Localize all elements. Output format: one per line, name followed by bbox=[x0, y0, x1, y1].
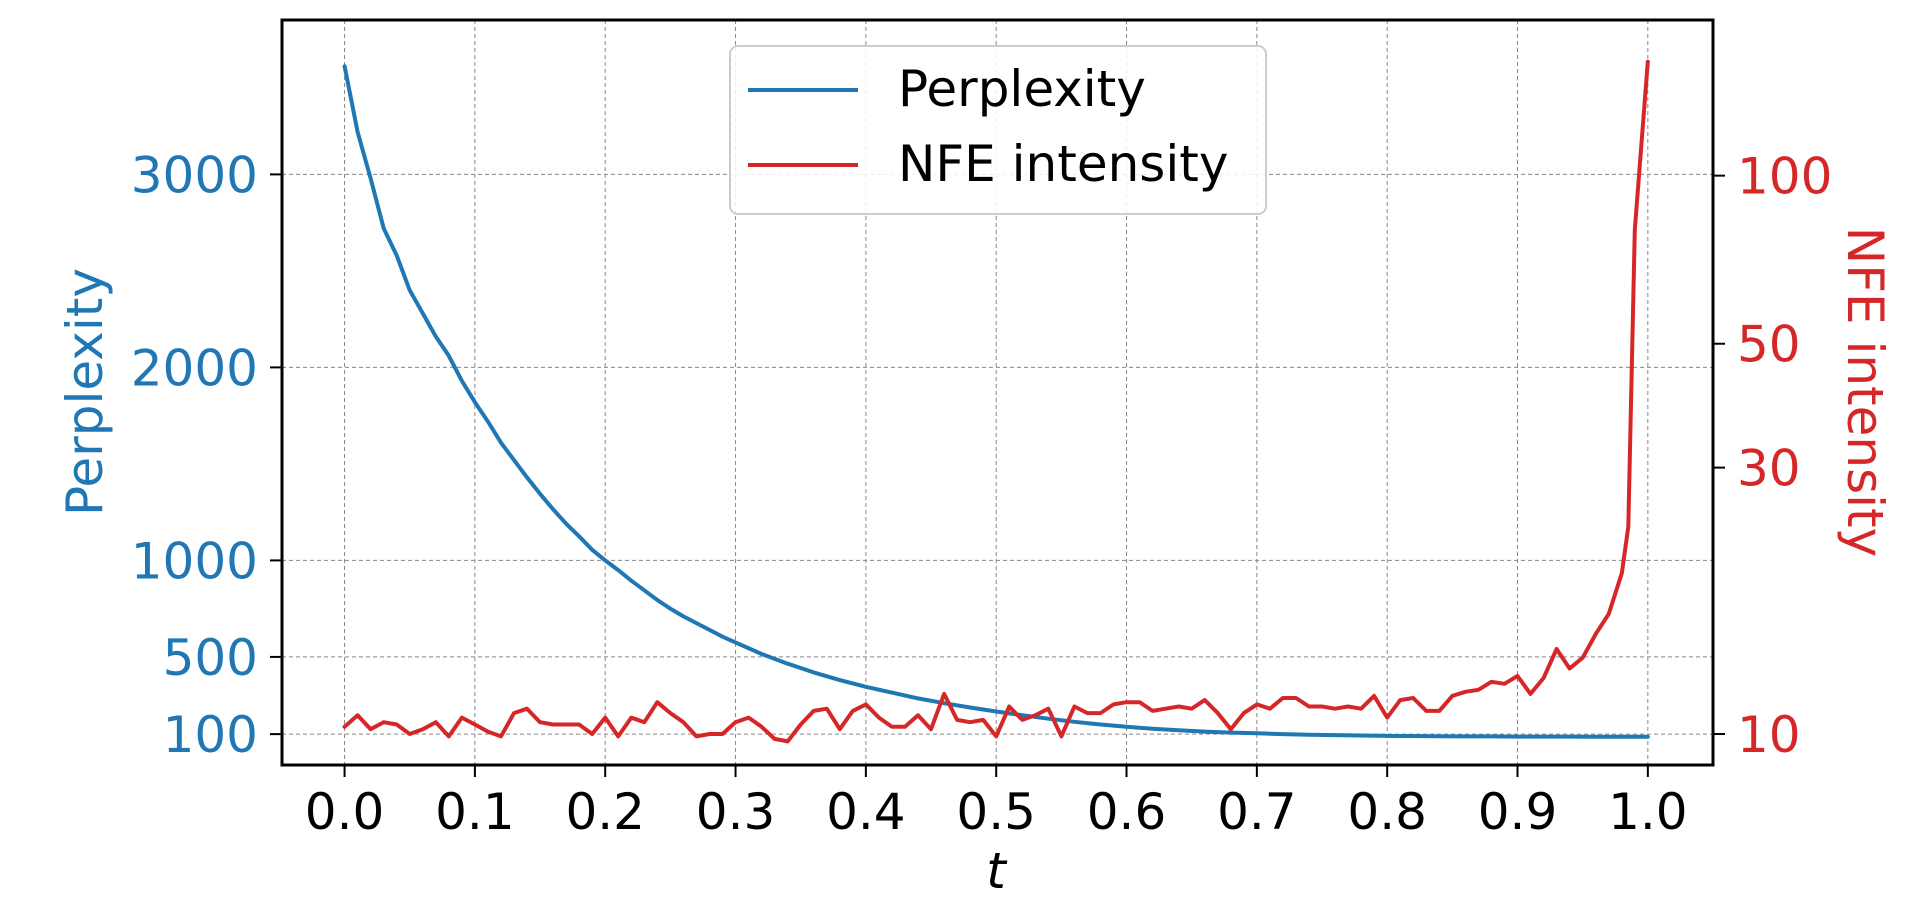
grid-layer bbox=[282, 20, 1713, 765]
ticks-layer: 0.0 0.1 0.2 0.3 0.4 0.5 0.6 0.7 0.8 0.9 1.0 100 500 1… bbox=[131, 146, 1833, 841]
y-left-tick-label: 100 bbox=[163, 706, 258, 764]
y-left-tick-label: 2000 bbox=[131, 339, 258, 397]
x-tick-label: 0.5 bbox=[956, 783, 1036, 841]
y-left-tick-label: 1000 bbox=[131, 532, 258, 590]
series-layer bbox=[342, 59, 1650, 744]
y-right-tick-label: 10 bbox=[1737, 706, 1801, 764]
x-tick-label: 0.9 bbox=[1478, 783, 1558, 841]
y-right-tick-label: 50 bbox=[1737, 316, 1801, 374]
x-tick-label: 0.8 bbox=[1347, 783, 1427, 841]
series-line-perplexity bbox=[342, 64, 1650, 739]
x-tick-label: 0.0 bbox=[305, 783, 385, 841]
y-axis-left-title: Perplexity bbox=[56, 268, 114, 516]
x-tick-label: 0.1 bbox=[435, 783, 515, 841]
legend-label-perplexity: Perplexity bbox=[898, 60, 1146, 118]
y-right-tick-label: 100 bbox=[1737, 148, 1832, 206]
x-tick-label: 0.3 bbox=[696, 783, 776, 841]
legend-box bbox=[729, 45, 1267, 215]
x-tick-label: 0.4 bbox=[826, 783, 906, 841]
series-line-nfe-intensity bbox=[342, 59, 1650, 744]
x-tick-label: 0.7 bbox=[1217, 783, 1297, 841]
x-tick-label: 0.6 bbox=[1087, 783, 1167, 841]
x-tick-label: 1.0 bbox=[1608, 783, 1688, 841]
x-axis-title: t bbox=[986, 842, 1008, 900]
plot-frame bbox=[280, 18, 1715, 767]
legend: Perplexity NFE intensity bbox=[729, 45, 1267, 215]
x-tick-label: 0.2 bbox=[565, 783, 645, 841]
legend-label-nfe: NFE intensity bbox=[898, 135, 1228, 193]
y-right-tick-label: 30 bbox=[1737, 440, 1801, 498]
y-left-tick-label: 500 bbox=[163, 629, 258, 687]
y-axis-right-title: NFE intensity bbox=[1836, 227, 1894, 557]
y-left-tick-label: 3000 bbox=[131, 146, 258, 204]
